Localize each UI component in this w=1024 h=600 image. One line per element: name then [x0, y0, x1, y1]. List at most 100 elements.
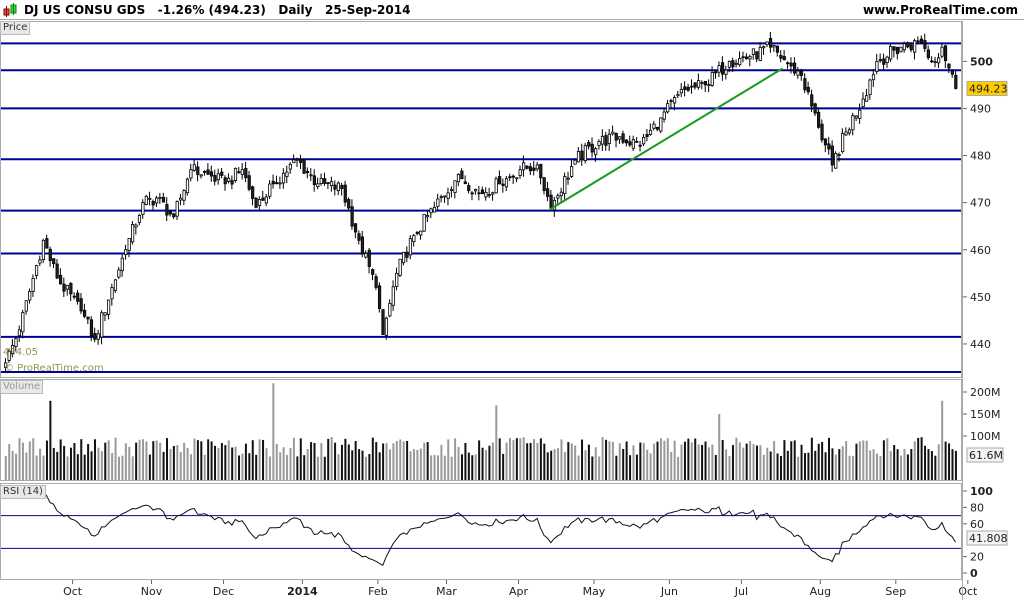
- volume-bar: [694, 438, 697, 480]
- candle-body: [532, 167, 536, 171]
- volume-bar: [834, 454, 837, 480]
- volume-bar: [697, 444, 700, 480]
- candle-body: [69, 283, 73, 295]
- volume-bar: [810, 437, 813, 480]
- candle-body: [535, 164, 539, 170]
- volume-bar: [275, 443, 278, 480]
- candle-body: [408, 238, 413, 256]
- volume-bar: [591, 456, 594, 480]
- volume-bar: [18, 438, 21, 480]
- candle-body: [679, 88, 684, 94]
- candle-body: [943, 45, 948, 62]
- chart-header: DJ US CONSU GDS -1.26% (494.23) Daily 25…: [0, 0, 1024, 20]
- volume-bar: [25, 452, 28, 480]
- candle-body: [762, 46, 766, 49]
- candle-body: [645, 134, 649, 137]
- volume-bar: [529, 442, 532, 480]
- candle-body: [179, 197, 183, 201]
- volume-bar: [450, 456, 453, 480]
- volume-bar: [176, 445, 179, 480]
- volume-bar: [368, 454, 371, 480]
- rsi-line: [15, 490, 957, 566]
- volume-bar: [268, 456, 271, 480]
- volume-bar: [509, 438, 512, 480]
- volume-bar: [605, 439, 608, 480]
- candle-body: [103, 312, 107, 316]
- volume-bar: [59, 439, 62, 480]
- volume-bar: [683, 441, 686, 480]
- candle-body: [168, 211, 172, 215]
- candle-body: [89, 319, 94, 337]
- date-tick-label: Apr: [509, 585, 529, 598]
- volume-bar: [52, 447, 55, 480]
- volume-bar: [32, 438, 35, 480]
- candle-body: [244, 168, 248, 179]
- volume-bar: [155, 440, 158, 480]
- candle-body: [124, 249, 128, 256]
- candle-body: [498, 176, 502, 185]
- candle-body: [782, 56, 786, 61]
- candle-body: [570, 166, 574, 177]
- candle-body: [875, 60, 879, 72]
- rsi-tick-label: 100: [970, 485, 993, 498]
- candle-body: [295, 158, 299, 161]
- volume-bar: [402, 441, 405, 480]
- volume-bar: [251, 440, 254, 480]
- candle-body: [621, 133, 625, 143]
- candle-body: [415, 231, 419, 234]
- candle-body: [724, 69, 728, 75]
- candle-body: [868, 79, 872, 96]
- volume-bar: [145, 441, 148, 480]
- volume-bar: [296, 456, 299, 480]
- volume-bar: [841, 446, 844, 480]
- volume-bar: [852, 455, 855, 480]
- candle-body: [738, 57, 742, 66]
- candle-body: [281, 172, 286, 184]
- candle-body: [326, 182, 330, 185]
- candle-body: [237, 171, 241, 174]
- volume-bar: [42, 455, 45, 480]
- volume-bar: [306, 449, 309, 480]
- candle-body: [271, 180, 275, 185]
- candle-body: [892, 46, 896, 51]
- candle-body: [185, 178, 190, 194]
- volume-bar: [598, 456, 601, 480]
- volume-bar: [87, 444, 90, 480]
- price-tick-label: 490: [970, 102, 991, 115]
- volume-bar: [399, 439, 402, 480]
- candle-body: [261, 197, 265, 201]
- candle-body: [134, 224, 138, 228]
- volume-bar: [412, 449, 415, 480]
- candle-body: [470, 192, 474, 195]
- volume-tick-label: 100M: [970, 430, 1001, 443]
- candle-body: [172, 213, 176, 218]
- volume-bar: [80, 439, 83, 480]
- candle-body: [789, 62, 793, 67]
- volume-bar: [282, 447, 285, 480]
- candle-body: [820, 123, 824, 141]
- candle-body: [388, 302, 392, 317]
- candle-body: [652, 123, 656, 129]
- volume-bar: [471, 455, 474, 480]
- candle-body: [213, 175, 217, 182]
- volume-bar: [292, 437, 295, 480]
- candle-body: [669, 100, 673, 103]
- price-tick-label: 500: [970, 55, 993, 68]
- candle-body: [559, 191, 563, 197]
- volume-bar: [718, 414, 721, 480]
- volume-bar: [533, 439, 536, 480]
- candle-body: [755, 51, 759, 60]
- volume-bar: [817, 443, 820, 480]
- volume-bar: [522, 437, 525, 480]
- volume-bar: [433, 454, 436, 480]
- candle-body: [583, 145, 587, 161]
- candle-body: [192, 164, 196, 171]
- volume-bar: [28, 441, 31, 480]
- candle-body: [806, 86, 810, 93]
- site-link[interactable]: www.ProRealTime.com: [863, 3, 1018, 17]
- candle-body: [587, 142, 591, 147]
- volume-bar: [865, 440, 868, 480]
- candle-body: [648, 129, 653, 135]
- candle-body: [148, 197, 152, 200]
